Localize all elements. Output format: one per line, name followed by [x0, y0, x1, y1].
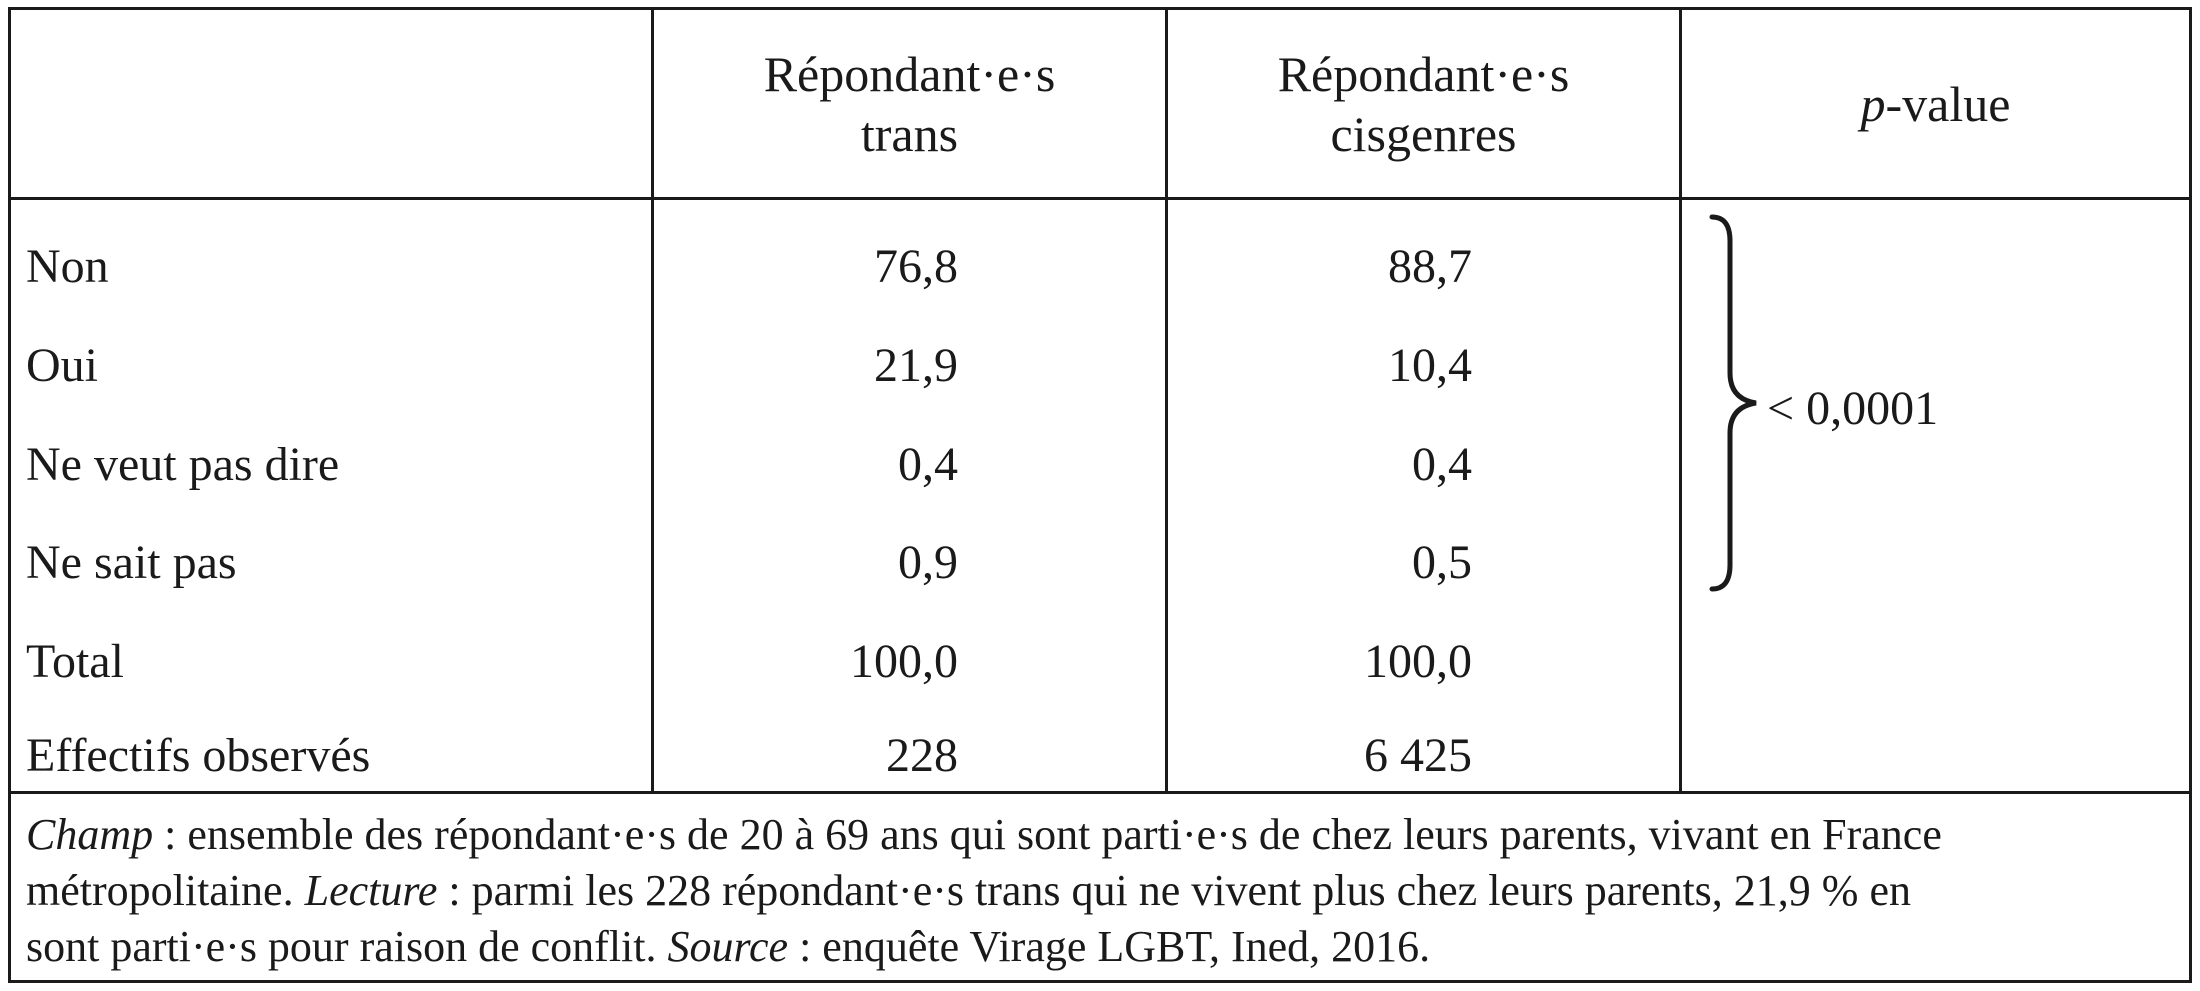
header-cisgenres: Répondant·e·s cisgenres	[1168, 10, 1679, 197]
note-line-1: Champ : ensemble des répondant·e·s de 20…	[26, 807, 2176, 863]
p-value-result: < 0,0001	[1767, 382, 1939, 435]
cell-trans-non: 76,8	[874, 240, 958, 293]
note-rule	[11, 791, 2189, 794]
header-p-value: p-value	[1682, 10, 2189, 197]
cell-trans-oui: 21,9	[874, 339, 958, 392]
row-label-effectifs: Effectifs observés	[26, 729, 371, 782]
cell-cis-ne-sait-pas: 0,5	[1412, 536, 1472, 589]
row-label-non: Non	[26, 240, 109, 293]
champ-text: : ensemble des répondant·e·s de 20 à 69 …	[153, 810, 1942, 859]
header-trans-line-1: Répondant·e·s	[763, 45, 1056, 102]
column-divider-3	[1679, 10, 1682, 791]
column-divider-1	[651, 10, 654, 791]
row-label-ne-veut-pas-dire: Ne veut pas dire	[26, 438, 340, 491]
row-label-ne-sait-pas: Ne sait pas	[26, 536, 237, 589]
source-label: Source	[667, 922, 789, 971]
source-text: : enquête Virage LGBT, Ined, 2016.	[788, 922, 1431, 971]
curly-brace-icon	[1709, 214, 1757, 592]
cell-trans-effectifs: 228	[886, 729, 958, 782]
cell-trans-ne-sait-pas: 0,9	[898, 536, 958, 589]
row-label-total: Total	[26, 635, 124, 688]
cell-cis-non: 88,7	[1388, 240, 1472, 293]
cell-trans-ne-veut-pas-dire: 0,4	[898, 438, 958, 491]
results-table: Répondant·e·s trans Répondant·e·s cisgen…	[8, 7, 2192, 983]
table-note: Champ : ensemble des répondant·e·s de 20…	[26, 807, 2176, 975]
header-trans-line-2: trans	[860, 105, 959, 162]
header-cis-line-2: cisgenres	[1330, 105, 1517, 162]
header-p-suffix: -value	[1885, 75, 2011, 132]
cell-cis-total: 100,0	[1364, 635, 1472, 688]
cell-cis-ne-veut-pas-dire: 0,4	[1412, 438, 1472, 491]
lecture-text-end: sont parti·e·s pour raison de conflit.	[26, 922, 668, 971]
lecture-label: Lecture	[304, 866, 438, 915]
cell-cis-effectifs: 6 425	[1364, 729, 1472, 782]
cell-trans-total: 100,0	[850, 635, 958, 688]
cell-cis-oui: 10,4	[1388, 339, 1472, 392]
header-p-letter: p	[1860, 75, 1886, 132]
row-label-oui: Oui	[26, 339, 98, 392]
champ-label: Champ	[26, 810, 154, 859]
note-line-3: sont parti·e·s pour raison de conflit. S…	[26, 919, 2176, 975]
header-trans: Répondant·e·s trans	[654, 10, 1165, 197]
lecture-text: : parmi les 228 répondant·e·s trans qui …	[437, 866, 1911, 915]
champ-text-end: métropolitaine.	[26, 866, 305, 915]
column-divider-2	[1165, 10, 1168, 791]
header-cis-line-1: Répondant·e·s	[1277, 45, 1570, 102]
header-rule	[11, 197, 2189, 200]
note-line-2: métropolitaine. Lecture : parmi les 228 …	[26, 863, 2176, 919]
